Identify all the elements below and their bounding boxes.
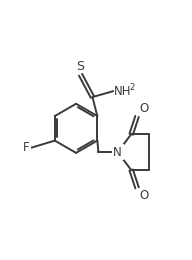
Text: S: S: [77, 60, 84, 73]
Text: O: O: [139, 102, 149, 115]
Text: NH: NH: [114, 84, 132, 98]
Text: F: F: [23, 141, 30, 154]
Text: 2: 2: [129, 83, 134, 92]
Text: N: N: [113, 146, 122, 159]
Text: O: O: [139, 189, 149, 202]
